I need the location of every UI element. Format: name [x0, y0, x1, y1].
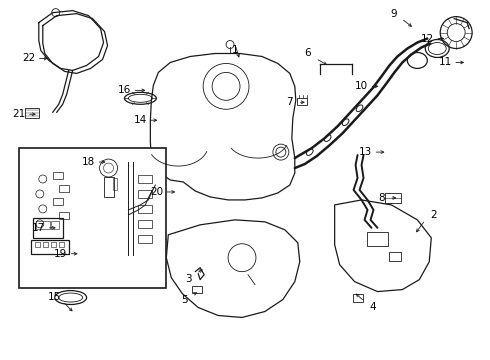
Bar	[35, 242, 40, 247]
Bar	[36, 221, 50, 229]
Bar	[192, 285, 202, 293]
Bar	[138, 175, 152, 183]
Bar	[59, 242, 64, 247]
Text: 16: 16	[118, 85, 131, 95]
Text: 7: 7	[287, 97, 293, 107]
Bar	[390, 252, 401, 261]
Bar	[138, 205, 152, 213]
Text: 9: 9	[390, 9, 397, 19]
Text: 17: 17	[32, 223, 46, 233]
Bar	[353, 293, 363, 302]
Bar	[138, 235, 152, 243]
Bar	[138, 220, 152, 228]
Bar	[43, 242, 48, 247]
Text: 11: 11	[439, 58, 452, 67]
Text: 5: 5	[181, 294, 188, 305]
Bar	[297, 98, 307, 105]
Text: 1: 1	[232, 45, 238, 54]
Text: 20: 20	[150, 187, 163, 197]
Bar	[59, 212, 69, 219]
Text: 15: 15	[48, 292, 61, 302]
Bar	[386, 193, 401, 203]
Text: 4: 4	[369, 302, 376, 311]
Bar	[53, 172, 63, 179]
Text: 14: 14	[134, 115, 147, 125]
Text: 10: 10	[355, 81, 368, 91]
Text: 2: 2	[430, 210, 437, 220]
Text: 13: 13	[359, 147, 372, 157]
Bar	[113, 178, 118, 190]
Bar	[59, 185, 69, 192]
Text: 19: 19	[54, 249, 67, 259]
Bar	[138, 190, 152, 198]
Bar	[53, 198, 63, 205]
Bar	[51, 221, 59, 229]
Text: 8: 8	[378, 193, 385, 203]
Text: 22: 22	[22, 54, 35, 63]
Bar	[103, 177, 114, 197]
Bar	[33, 218, 63, 238]
Text: 21: 21	[12, 109, 25, 119]
Bar	[31, 240, 69, 254]
Text: 3: 3	[185, 274, 192, 284]
Bar	[367, 232, 389, 246]
Text: 18: 18	[82, 157, 95, 167]
Text: 12: 12	[421, 33, 434, 44]
Bar	[25, 108, 39, 118]
Bar	[51, 242, 56, 247]
Text: 6: 6	[304, 49, 311, 58]
Bar	[19, 148, 166, 288]
